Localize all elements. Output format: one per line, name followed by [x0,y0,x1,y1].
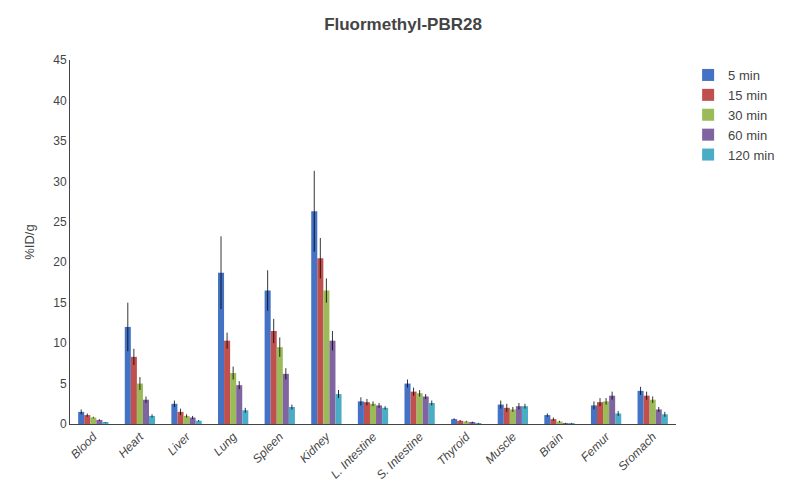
svg-text:Femur: Femur [578,429,613,464]
svg-text:35: 35 [53,134,67,148]
svg-text:%ID/g: %ID/g [22,224,37,259]
svg-text:Liver: Liver [165,429,194,458]
svg-text:40: 40 [53,94,67,108]
svg-text:S. Intestine: S. Intestine [374,430,427,483]
svg-text:Thyroid: Thyroid [434,430,472,468]
svg-text:Heart: Heart [116,429,147,460]
svg-text:60 min: 60 min [728,128,767,143]
svg-text:20: 20 [53,255,67,269]
svg-text:Spleen: Spleen [250,430,287,467]
svg-text:15 min: 15 min [728,88,767,103]
svg-text:10: 10 [53,336,67,350]
svg-text:45: 45 [53,53,67,67]
svg-text:Brain: Brain [536,430,566,460]
svg-text:30 min: 30 min [728,108,767,123]
svg-text:Blood: Blood [68,430,100,462]
svg-text:120 min: 120 min [728,148,774,163]
svg-text:Sromach: Sromach [615,430,659,474]
svg-text:Fluormethyl-PBR28: Fluormethyl-PBR28 [324,15,482,34]
svg-text:5: 5 [60,377,67,391]
svg-text:Lung: Lung [211,430,240,459]
svg-text:25: 25 [53,215,67,229]
svg-text:L. Intestine: L. Intestine [328,430,380,482]
svg-text:Kidney: Kidney [297,429,334,466]
svg-text:5 min: 5 min [728,68,760,83]
svg-text:30: 30 [53,175,67,189]
svg-text:0: 0 [60,417,67,431]
svg-text:15: 15 [53,296,67,310]
svg-text:Muscle: Muscle [482,430,519,467]
